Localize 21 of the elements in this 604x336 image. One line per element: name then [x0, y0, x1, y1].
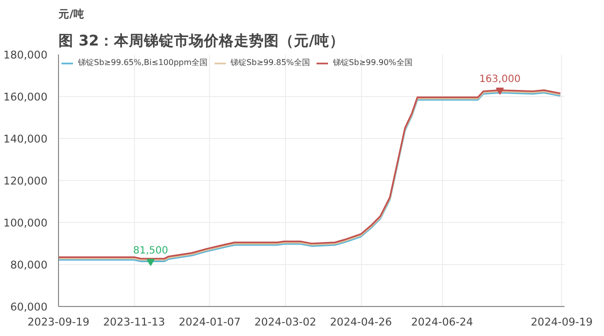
- y-tick-label: 100,000: [3, 216, 48, 230]
- x-tick-label: 2023-09-19: [28, 316, 90, 328]
- legend-label: 锑锭Sb≥99.85%全国: [230, 57, 310, 68]
- y-tick-label: 180,000: [3, 48, 48, 62]
- annotation: 163,000: [479, 74, 521, 86]
- y-tick-label: 80,000: [10, 258, 48, 272]
- x-tick-label: 2023-11-13: [103, 316, 166, 328]
- y-tick-label: 120,000: [3, 174, 48, 188]
- x-tick-label: 2024-03-02: [254, 316, 316, 328]
- y-tick-label: 140,000: [3, 132, 48, 146]
- y-axis-title: 元/吨: [58, 8, 84, 20]
- x-tick-label: 2024-06-24: [411, 316, 474, 328]
- legend-label: 锑锭Sb≥99.90%全国: [332, 57, 412, 68]
- y-tick-label: 60,000: [10, 300, 48, 314]
- x-tick-label: 2024-01-07: [178, 316, 241, 328]
- annotation: 81,500: [133, 245, 168, 256]
- chart-title: 图 32：本周锑锭市场价格走势图（元/吨）: [58, 32, 344, 50]
- y-tick-label: 160,000: [3, 90, 48, 104]
- legend-label: 锑锭Sb≥99.65%,Bi≤100ppm全国: [78, 57, 208, 68]
- x-tick-label: 2024-09-19: [530, 316, 593, 328]
- x-tick-label: 2024-04-26: [330, 316, 392, 328]
